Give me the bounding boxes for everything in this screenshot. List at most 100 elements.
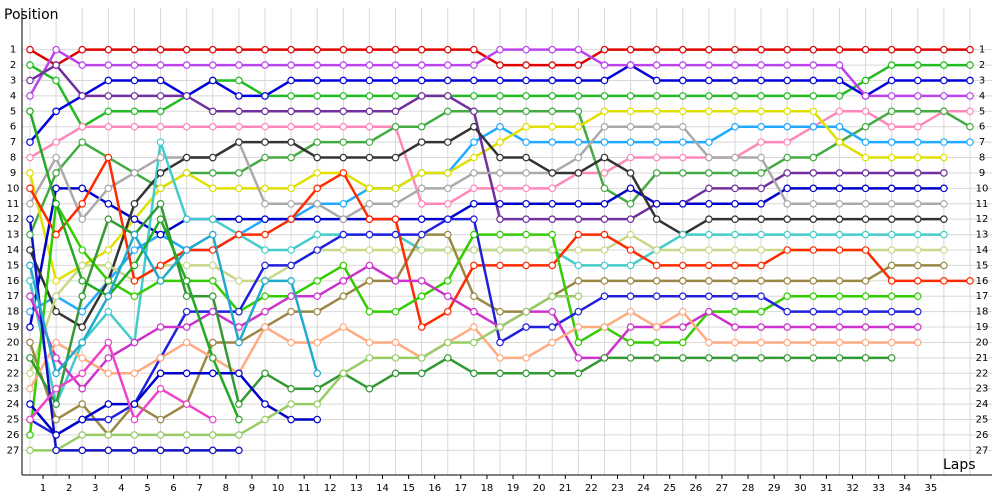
lap-marker: [339, 277, 348, 285]
lap-marker: [887, 153, 896, 162]
lap-marker: [913, 92, 922, 100]
lap-marker: [261, 307, 269, 316]
lap-marker: [913, 45, 922, 54]
lap-marker: [678, 354, 687, 362]
lap-marker: [417, 369, 426, 378]
lap-marker: [208, 369, 217, 378]
lap-marker: [339, 153, 348, 162]
lap-marker: [731, 292, 739, 301]
lap-marker: [235, 307, 243, 316]
lap-marker: [783, 76, 792, 85]
series-line: [29, 341, 214, 421]
lap-marker: [52, 230, 60, 239]
lap-marker: [600, 45, 609, 54]
lap-marker: [365, 61, 374, 69]
lap-marker: [470, 307, 478, 316]
lap-marker: [861, 246, 870, 254]
lap-marker: [391, 122, 400, 131]
lap-marker: [182, 122, 191, 131]
lap-marker: [391, 107, 400, 116]
lap-marker: [731, 261, 739, 270]
lap-marker: [26, 354, 34, 362]
lap-marker: [104, 369, 113, 378]
lap-marker: [261, 292, 269, 301]
lap-marker: [313, 230, 322, 239]
lap-marker: [731, 277, 739, 285]
lap-marker: [574, 169, 583, 177]
lap-marker: [861, 230, 870, 239]
lap-marker: [235, 184, 243, 193]
lap-marker: [313, 292, 322, 301]
lap-marker: [182, 446, 191, 455]
lap-marker: [522, 369, 530, 378]
lap-marker: [783, 199, 792, 208]
lap-marker: [626, 199, 635, 208]
lap-marker: [913, 76, 922, 85]
lap-marker: [600, 246, 609, 254]
lap-marker: [861, 277, 870, 285]
x-tick-label: 10: [272, 483, 285, 494]
lap-marker: [887, 292, 896, 301]
lap-marker: [757, 45, 765, 54]
lap-marker: [78, 415, 87, 424]
lap-marker: [26, 184, 34, 193]
lap-marker: [417, 292, 426, 301]
lap-marker: [417, 230, 426, 239]
lap-marker: [130, 369, 139, 378]
lap-marker: [626, 122, 635, 131]
lap-marker: [678, 199, 687, 208]
lap-marker: [287, 76, 295, 85]
lap-marker: [208, 45, 217, 54]
lap-marker: [417, 76, 426, 85]
lap-marker: [887, 277, 896, 285]
lap-marker: [783, 323, 792, 331]
lap-marker: [104, 76, 113, 85]
lap-marker: [731, 338, 739, 347]
y-tick-label-right: 25: [976, 415, 989, 426]
lap-marker: [783, 92, 792, 100]
lap-marker: [78, 246, 87, 254]
lap-marker: [313, 61, 322, 69]
lap-marker: [678, 277, 687, 285]
lap-marker: [52, 384, 60, 393]
lap-marker: [731, 92, 739, 100]
lap-marker: [313, 277, 322, 285]
lap-marker: [417, 354, 426, 362]
lap-marker: [78, 277, 87, 285]
lap-marker: [52, 446, 60, 455]
lap-marker: [261, 415, 269, 424]
lap-marker: [783, 61, 792, 69]
lap-marker: [391, 215, 400, 223]
lap-marker: [731, 323, 739, 331]
lap-marker: [78, 400, 87, 408]
lap-marker: [757, 323, 765, 331]
x-tick-label: 15: [402, 483, 415, 494]
lap-marker: [966, 76, 974, 85]
lap-marker: [443, 230, 452, 239]
lap-marker: [861, 184, 870, 193]
series-line: [28, 187, 944, 328]
lap-marker: [835, 230, 844, 239]
y-tick-label: 3: [10, 75, 16, 86]
lap-marker: [365, 92, 374, 100]
x-tick-label: 22: [585, 483, 598, 494]
lap-marker: [313, 199, 322, 208]
lap-marker: [156, 431, 165, 439]
lap-marker: [417, 122, 426, 131]
lap-marker: [130, 431, 139, 439]
lap-marker: [835, 92, 844, 100]
lap-marker: [130, 246, 139, 254]
lap-marker: [783, 122, 792, 131]
lap-marker: [574, 153, 583, 162]
lap-marker: [365, 307, 374, 316]
x-tick-label: 18: [481, 483, 494, 494]
lap-marker: [496, 153, 504, 162]
lap-marker: [574, 277, 583, 285]
lap-marker: [287, 215, 295, 223]
lap-marker: [287, 307, 295, 316]
lap-marker: [339, 230, 348, 239]
lap-marker: [208, 354, 217, 362]
lap-marker: [966, 138, 974, 146]
lap-marker: [600, 261, 609, 270]
lap-marker: [78, 45, 87, 54]
